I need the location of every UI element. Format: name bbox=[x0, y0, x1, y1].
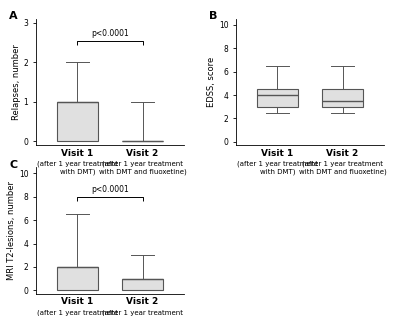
Text: Visit 1: Visit 1 bbox=[261, 149, 294, 157]
Text: A: A bbox=[9, 11, 18, 21]
Bar bbox=[322, 89, 363, 107]
Text: (after 1 year treatment
with DMT and fluoxetine): (after 1 year treatment with DMT and flu… bbox=[99, 309, 186, 316]
Text: Visit 1: Visit 1 bbox=[61, 297, 94, 306]
Bar bbox=[57, 267, 98, 290]
Bar bbox=[257, 89, 298, 107]
Text: p<0.0001: p<0.0001 bbox=[91, 29, 129, 38]
Text: p<0.0001: p<0.0001 bbox=[91, 185, 129, 194]
Text: (after 1 year treatment
with DMT): (after 1 year treatment with DMT) bbox=[37, 161, 118, 174]
Text: Visit 1: Visit 1 bbox=[61, 149, 94, 157]
Text: B: B bbox=[209, 11, 218, 21]
Y-axis label: MRI T2-lesions, number: MRI T2-lesions, number bbox=[7, 181, 16, 280]
Text: Visit 2: Visit 2 bbox=[126, 297, 159, 306]
Text: Visit 2: Visit 2 bbox=[126, 149, 159, 157]
Text: (after 1 year treatment
with DMT): (after 1 year treatment with DMT) bbox=[237, 161, 318, 174]
Text: (after 1 year treatment
with DMT): (after 1 year treatment with DMT) bbox=[37, 309, 118, 316]
Text: (after 1 year treatment
with DMT and fluoxetine): (after 1 year treatment with DMT and flu… bbox=[299, 161, 386, 174]
Text: Visit 2: Visit 2 bbox=[326, 149, 359, 157]
Text: C: C bbox=[9, 160, 18, 170]
Y-axis label: EDSS, score: EDSS, score bbox=[207, 57, 216, 107]
Text: (after 1 year treatment
with DMT and fluoxetine): (after 1 year treatment with DMT and flu… bbox=[99, 161, 186, 174]
Bar bbox=[57, 102, 98, 142]
Bar bbox=[122, 279, 163, 290]
Y-axis label: Relapses, number: Relapses, number bbox=[12, 44, 21, 120]
